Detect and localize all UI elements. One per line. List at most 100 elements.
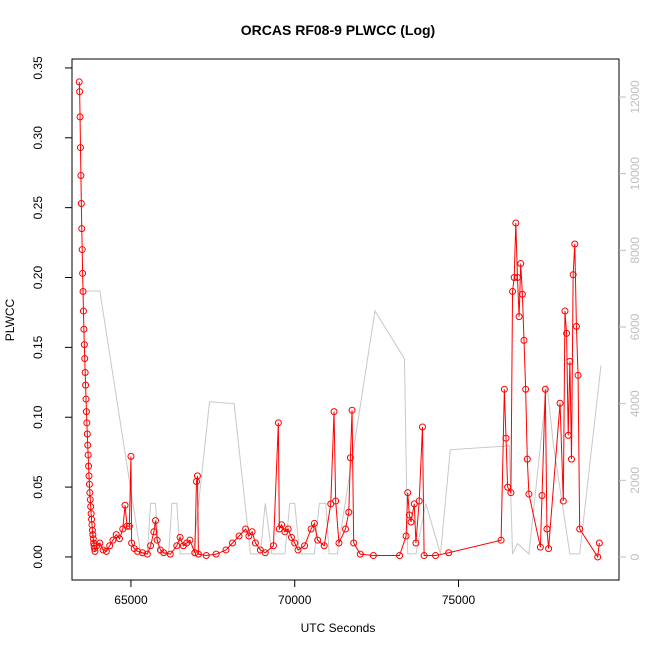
data-point — [134, 547, 142, 555]
y2-tick-label: 4000 — [628, 390, 642, 417]
data-point — [396, 552, 404, 560]
data-point — [81, 355, 89, 363]
data-point — [515, 313, 523, 321]
data-point — [152, 517, 160, 525]
data-point — [76, 113, 84, 121]
data-point — [407, 518, 415, 526]
data-point — [83, 419, 91, 427]
data-point — [85, 480, 93, 488]
data-point — [123, 522, 131, 530]
data-point — [556, 399, 564, 407]
data-point — [76, 144, 84, 152]
data-point — [320, 542, 328, 550]
data-point — [559, 497, 567, 505]
data-point — [287, 533, 295, 541]
data-point — [143, 550, 151, 558]
y2-tick-label: 12000 — [628, 80, 642, 114]
data-point — [83, 430, 91, 438]
data-point — [520, 336, 528, 344]
data-point — [194, 550, 202, 558]
data-point — [523, 455, 531, 463]
data-point — [128, 539, 136, 547]
data-point — [176, 533, 184, 541]
data-point — [80, 341, 88, 349]
data-point — [415, 497, 423, 505]
data-point — [536, 543, 544, 551]
data-point — [332, 497, 340, 505]
data-point — [88, 526, 96, 534]
data-point — [369, 552, 377, 560]
data-point — [412, 539, 420, 547]
data-point — [405, 511, 413, 519]
data-point — [77, 172, 85, 180]
data-point — [348, 406, 356, 414]
data-point — [595, 539, 603, 547]
y2-tick-label: 8000 — [628, 237, 642, 264]
data-point — [86, 489, 94, 497]
data-point — [89, 535, 97, 543]
data-point — [75, 78, 83, 86]
data-point — [568, 455, 576, 463]
data-point — [507, 489, 515, 497]
x-axis-label: UTC Seconds — [301, 621, 376, 635]
data-point — [222, 546, 230, 554]
data-point — [115, 535, 123, 543]
data-point — [147, 542, 155, 550]
x-tick-label: 70000 — [278, 593, 312, 607]
data-point — [109, 536, 117, 544]
data-point — [350, 539, 358, 547]
y-tick-label: 0.25 — [31, 196, 45, 220]
data-point — [89, 531, 97, 539]
data-point — [564, 431, 572, 439]
data-point — [125, 522, 133, 530]
data-point — [509, 287, 517, 295]
y2-tick-label: 10000 — [628, 157, 642, 191]
data-point — [538, 491, 546, 499]
data-point — [81, 369, 89, 377]
data-point — [99, 546, 107, 554]
data-point — [160, 549, 168, 557]
data-point — [432, 552, 440, 560]
data-point — [102, 547, 110, 555]
data-point — [307, 525, 315, 533]
y-tick-label: 0.10 — [31, 405, 45, 429]
x-tick-label: 75000 — [442, 593, 476, 607]
data-point — [576, 525, 584, 533]
data-point — [85, 472, 93, 480]
data-point — [138, 549, 146, 557]
data-point — [517, 260, 525, 268]
data-point — [594, 553, 602, 561]
data-point — [284, 525, 292, 533]
data-point — [301, 542, 309, 550]
data-point — [504, 483, 512, 491]
data-point — [82, 408, 90, 416]
y-tick-label: 0.20 — [31, 266, 45, 290]
data-point — [191, 549, 199, 557]
y2-tick-label: 0 — [628, 553, 642, 560]
data-point — [513, 274, 521, 282]
data-point — [502, 434, 510, 442]
data-point — [76, 88, 84, 96]
y-axis-label: PLWCC — [3, 298, 17, 341]
data-point — [84, 441, 92, 449]
data-point — [512, 219, 520, 227]
y2-tick-label: 6000 — [628, 313, 642, 340]
data-point — [274, 419, 282, 427]
y-tick-label: 0.00 — [31, 545, 45, 569]
data-point — [86, 496, 94, 504]
data-point — [561, 307, 569, 315]
data-point — [541, 385, 549, 393]
data-point — [261, 549, 269, 557]
data-point — [153, 536, 161, 544]
data-point — [543, 525, 551, 533]
data-point — [420, 552, 428, 560]
data-point — [294, 546, 302, 554]
y-tick-label: 0.15 — [31, 335, 45, 359]
data-point — [572, 322, 580, 330]
data-point — [106, 542, 114, 550]
y-tick-label: 0.30 — [31, 126, 45, 150]
data-point — [404, 489, 412, 497]
data-point — [566, 357, 574, 365]
data-point — [269, 542, 277, 550]
